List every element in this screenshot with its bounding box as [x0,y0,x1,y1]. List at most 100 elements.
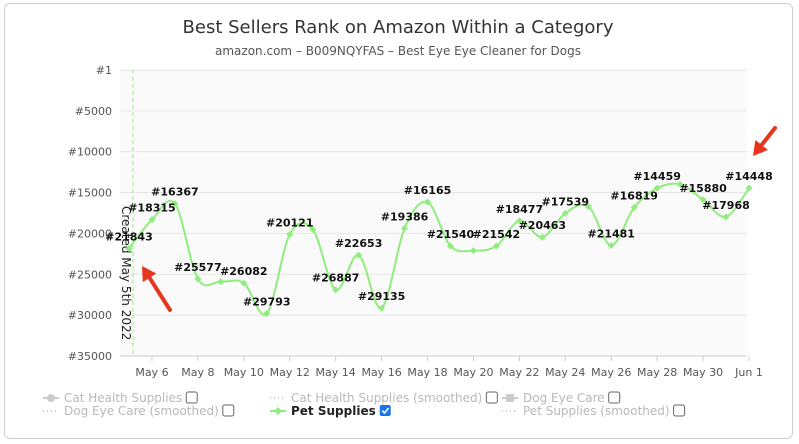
x-tick-label: May 6 [135,366,168,379]
arrow-shaft [147,275,172,312]
data-point[interactable] [446,242,454,250]
legend-label: Dog Eye Care (smoothed) [64,404,219,418]
data-point[interactable] [630,203,638,211]
legend-item[interactable]: Dog Eye Care (smoothed) [43,404,235,418]
x-tick-label: May 12 [270,366,310,379]
data-point[interactable] [424,198,432,206]
data-point[interactable] [676,180,684,188]
data-label: #26887 [312,272,360,285]
legend-checkbox[interactable] [485,391,498,404]
data-point[interactable] [515,217,523,225]
x-tick-label: Jun 1 [734,366,763,379]
data-labels: #21843 #18315 #16367 #25577#26082 #29793 #201… [105,170,773,308]
data-label: #26082 [220,265,268,278]
created-annotation: Created May 5th 2022 [119,206,133,340]
x-tick-label: May 14 [316,366,356,379]
data-label: #29793 [243,295,291,308]
legend-checkbox-checked[interactable] [379,405,391,416]
y-tick-label: #20000 [68,227,112,240]
legend-diamond-marker-icon [274,407,282,415]
data-label: #17539 [542,195,590,208]
legend-label: Cat Health Supplies (smoothed) [291,391,482,405]
legend-square-marker-icon [506,394,514,402]
data-point[interactable] [653,184,661,192]
data-point[interactable] [263,309,271,317]
legend-item[interactable]: Dog Eye Care [502,391,621,405]
data-label: #18477 [496,203,544,216]
data-label: #21542 [473,228,521,241]
x-tick-label: May 8 [181,366,214,379]
x-tick-label: May 16 [361,366,401,379]
data-point[interactable] [309,225,317,233]
chart-subtitle: amazon.com – B009NQYFAS – Best Eye Eye C… [215,44,581,58]
x-tick-label: May 28 [637,366,677,379]
data-label: #18315 [128,202,176,215]
grid-lines [120,69,747,357]
data-label: #25577 [174,261,222,274]
legend-label: Pet Supplies (smoothed) [523,404,670,418]
legend-checkbox[interactable] [673,404,686,417]
data-point[interactable] [401,224,409,232]
y-tick-label: #25000 [68,268,112,281]
data-point[interactable] [745,184,753,192]
legend-item[interactable]: Cat Health Supplies [43,391,198,405]
x-axis: May 6 May 8 May 10 May 12 May 14 May 16 May 18… [120,355,763,379]
data-point[interactable] [194,275,202,283]
data-label: #20463 [519,219,567,232]
data-point[interactable] [148,216,156,224]
data-label: #21540 [427,228,475,241]
x-tick-label: May 18 [407,366,447,379]
y-tick-label: #15000 [68,187,112,200]
chart-legend: Cat Health Supplies Cat Health Supplies (… [43,391,686,418]
data-point[interactable] [561,209,569,217]
data-point[interactable] [171,200,179,208]
x-tick-label: May 24 [545,366,585,379]
check-icon [381,407,390,415]
arrow-shaft [759,126,777,147]
data-point[interactable] [469,247,477,255]
data-point[interactable] [607,242,615,250]
data-point[interactable] [286,230,294,238]
data-point[interactable] [332,286,340,294]
data-label: #16819 [610,189,658,202]
y-tick-label: #35000 [68,350,112,363]
chart-container: Best Sellers Rank on Amazon Within a Cat… [4,3,793,439]
data-label: #16367 [151,186,199,199]
data-label: #22653 [335,237,383,250]
legend-checkbox[interactable] [185,391,198,404]
x-tick-label: May 26 [591,366,631,379]
x-tick-label: May 10 [224,366,264,379]
x-tick-label: May 22 [499,366,539,379]
x-tick-label: May 20 [453,366,493,379]
annotation-arrows [142,126,777,312]
data-label: #21481 [587,228,635,241]
y-tick-label: #5000 [75,105,112,118]
data-point[interactable] [355,251,363,259]
legend-label: Cat Health Supplies [64,391,182,405]
rank-chart: Best Sellers Rank on Amazon Within a Cat… [43,17,777,418]
data-point[interactable] [240,279,248,287]
data-label: #19386 [381,210,429,223]
legend-item[interactable]: Pet Supplies [270,404,391,418]
legend-item[interactable]: Pet Supplies (smoothed) [502,404,686,418]
data-point[interactable] [722,213,730,221]
data-point[interactable] [584,202,592,210]
chart-title: Best Sellers Rank on Amazon Within a Cat… [183,17,614,38]
data-point[interactable] [217,278,225,286]
data-label: #17968 [702,199,750,212]
legend-label: Dog Eye Care [523,391,605,405]
legend-item[interactable]: Cat Health Supplies (smoothed) [270,391,498,405]
data-point[interactable] [699,196,707,204]
data-point[interactable] [125,244,133,252]
x-tick-label: May 30 [683,366,723,379]
legend-label: Pet Supplies [291,404,376,418]
data-label: #14448 [725,170,773,183]
legend-checkbox[interactable] [608,391,621,404]
data-point[interactable] [538,233,546,241]
data-point[interactable] [378,304,386,312]
data-point[interactable] [492,242,500,250]
legend-circle-marker-icon [47,394,55,402]
arrow-head [142,266,157,283]
data-label: #20121 [266,216,314,229]
legend-checkbox[interactable] [222,404,235,417]
